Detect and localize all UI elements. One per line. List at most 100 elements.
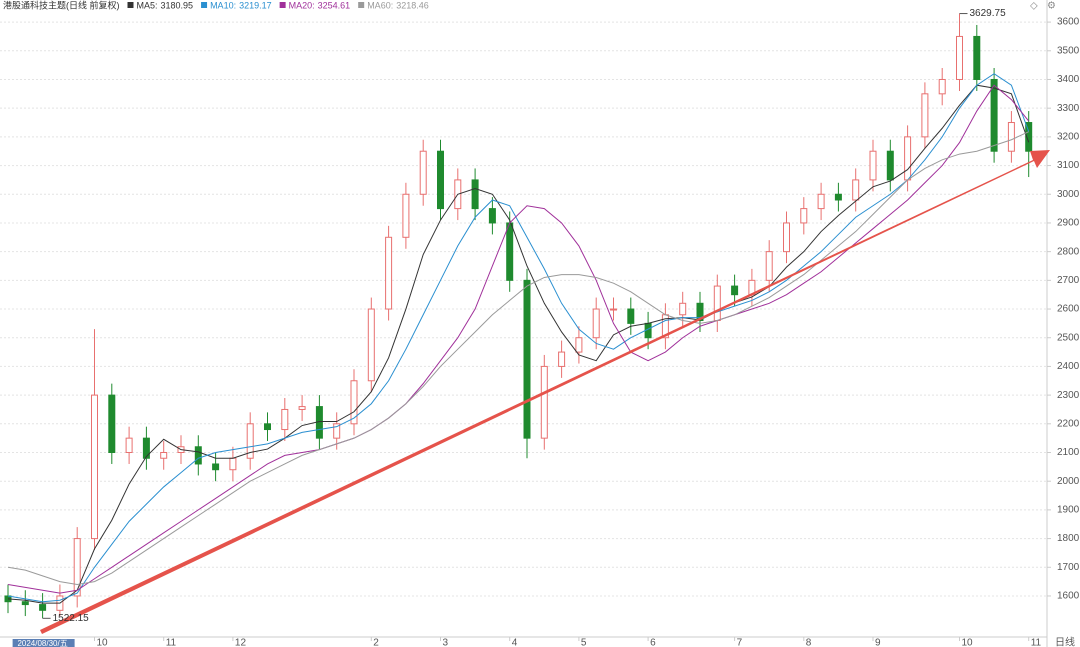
legend-value: 3219.17 (239, 0, 272, 10)
x-tick-label: 12 (235, 638, 247, 647)
y-tick-label: 1900 (1057, 505, 1080, 516)
x-tick-label: 4 (512, 638, 518, 647)
min-label: 1522.15 (53, 613, 90, 624)
date-highlight (12, 639, 75, 647)
legend-swatch (201, 2, 208, 8)
candle-body (125, 437, 133, 453)
candle-body (73, 538, 81, 597)
candle-body (817, 193, 825, 210)
candle-body (973, 35, 981, 80)
candle-body (108, 394, 116, 453)
x-tick-label: 3 (443, 638, 449, 647)
ma-line (7, 84, 1030, 604)
y-tick-label: 2300 (1057, 390, 1080, 401)
candle-body (558, 351, 566, 367)
y-tick-label: 3400 (1057, 74, 1080, 85)
candle-body (142, 437, 150, 459)
y-tick-label: 2100 (1057, 447, 1080, 458)
legend-value: 3254.61 (318, 0, 351, 10)
y-tick-label: 2900 (1057, 218, 1080, 229)
y-tick-label: 3500 (1057, 45, 1080, 56)
icon[interactable]: ◇ (1030, 1, 1038, 12)
candle-body (471, 179, 479, 210)
candle-body (783, 222, 790, 253)
candle-body (39, 604, 47, 611)
candle-body (765, 251, 773, 281)
x-tick-label: 2024/08/30/五 (17, 639, 67, 647)
x-tick-label: 7 (737, 638, 743, 647)
candle-body (852, 179, 860, 201)
trend-arrow (40, 150, 1050, 634)
x-tick-label: 11 (1031, 638, 1042, 647)
y-tick-label: 1800 (1057, 533, 1080, 544)
candle-body (627, 308, 635, 324)
y-tick-label: 3600 (1057, 17, 1080, 28)
x-tick-label: 10 (962, 638, 974, 647)
x-tick-label: 5 (581, 638, 587, 647)
candle-body (194, 446, 202, 465)
legend-name: MA60: (367, 0, 393, 10)
candle-body (264, 423, 271, 431)
legend-value: 3218.46 (396, 0, 429, 10)
candle-body (800, 208, 808, 224)
candle-body (834, 193, 842, 201)
candle-body (298, 406, 306, 410)
y-tick-label: 3100 (1057, 160, 1080, 171)
legend-swatch (358, 2, 365, 8)
candle-body (437, 150, 444, 210)
candle-body (367, 308, 375, 382)
candle-body (419, 150, 427, 195)
x-tick-label: 8 (806, 638, 812, 647)
candle-body (488, 208, 496, 224)
candle-body (350, 380, 358, 425)
candle-body (904, 136, 912, 181)
legend-name: MA5: (137, 0, 158, 10)
y-tick-label: 2800 (1057, 246, 1080, 257)
candle-body (610, 308, 617, 311)
icon[interactable]: ⚙ (1047, 1, 1056, 12)
candle-body (21, 601, 29, 606)
candle-body (921, 93, 929, 138)
ma-line (7, 84, 1030, 594)
x-tick-label: 6 (650, 638, 656, 647)
candle-body (540, 365, 548, 439)
y-tick-label: 3000 (1057, 189, 1080, 200)
max-label: 3629.75 (970, 8, 1007, 19)
y-tick-label: 3300 (1057, 103, 1080, 114)
chart-title: 港股通科技主题(日线 前复权) (3, 0, 120, 10)
legend-name: MA10: (210, 0, 236, 10)
legend: MA5: 3180.95 MA10: 3219.17 MA20: 3254.61 MA60:… (127, 0, 429, 10)
candle-body (956, 35, 963, 80)
candle-body (886, 150, 894, 181)
y-tick-label: 2400 (1057, 361, 1080, 372)
candle-body (696, 302, 704, 322)
candle-body (1025, 122, 1033, 152)
candle-body (333, 423, 341, 439)
y-tick-label: 1600 (1057, 591, 1080, 602)
marks (4, 13, 1033, 619)
candle-body (402, 193, 410, 238)
candle-body (713, 285, 721, 322)
y-tick-label: 3200 (1057, 132, 1080, 143)
x-tick-label: 2 (373, 638, 379, 647)
legend-swatch (279, 2, 286, 8)
candle-body (212, 463, 220, 471)
y-tick-label: 2200 (1057, 418, 1080, 429)
x-tick-label: 10 (97, 638, 109, 647)
y-tick-label: 2500 (1057, 332, 1080, 343)
legend-name: MA20: (289, 0, 315, 10)
ma-line (7, 131, 1029, 585)
candle-body (592, 308, 600, 339)
y-tick-label: 2600 (1057, 304, 1080, 315)
y-tick-label: 2000 (1057, 476, 1080, 487)
candle-body (938, 78, 946, 95)
candle-body (246, 423, 254, 459)
candle-body (731, 285, 739, 296)
period-label: 日线 (1055, 636, 1075, 647)
candle-body (229, 457, 237, 471)
candle-body (1007, 122, 1015, 152)
candle-body (523, 279, 531, 439)
candle-body (990, 78, 998, 152)
